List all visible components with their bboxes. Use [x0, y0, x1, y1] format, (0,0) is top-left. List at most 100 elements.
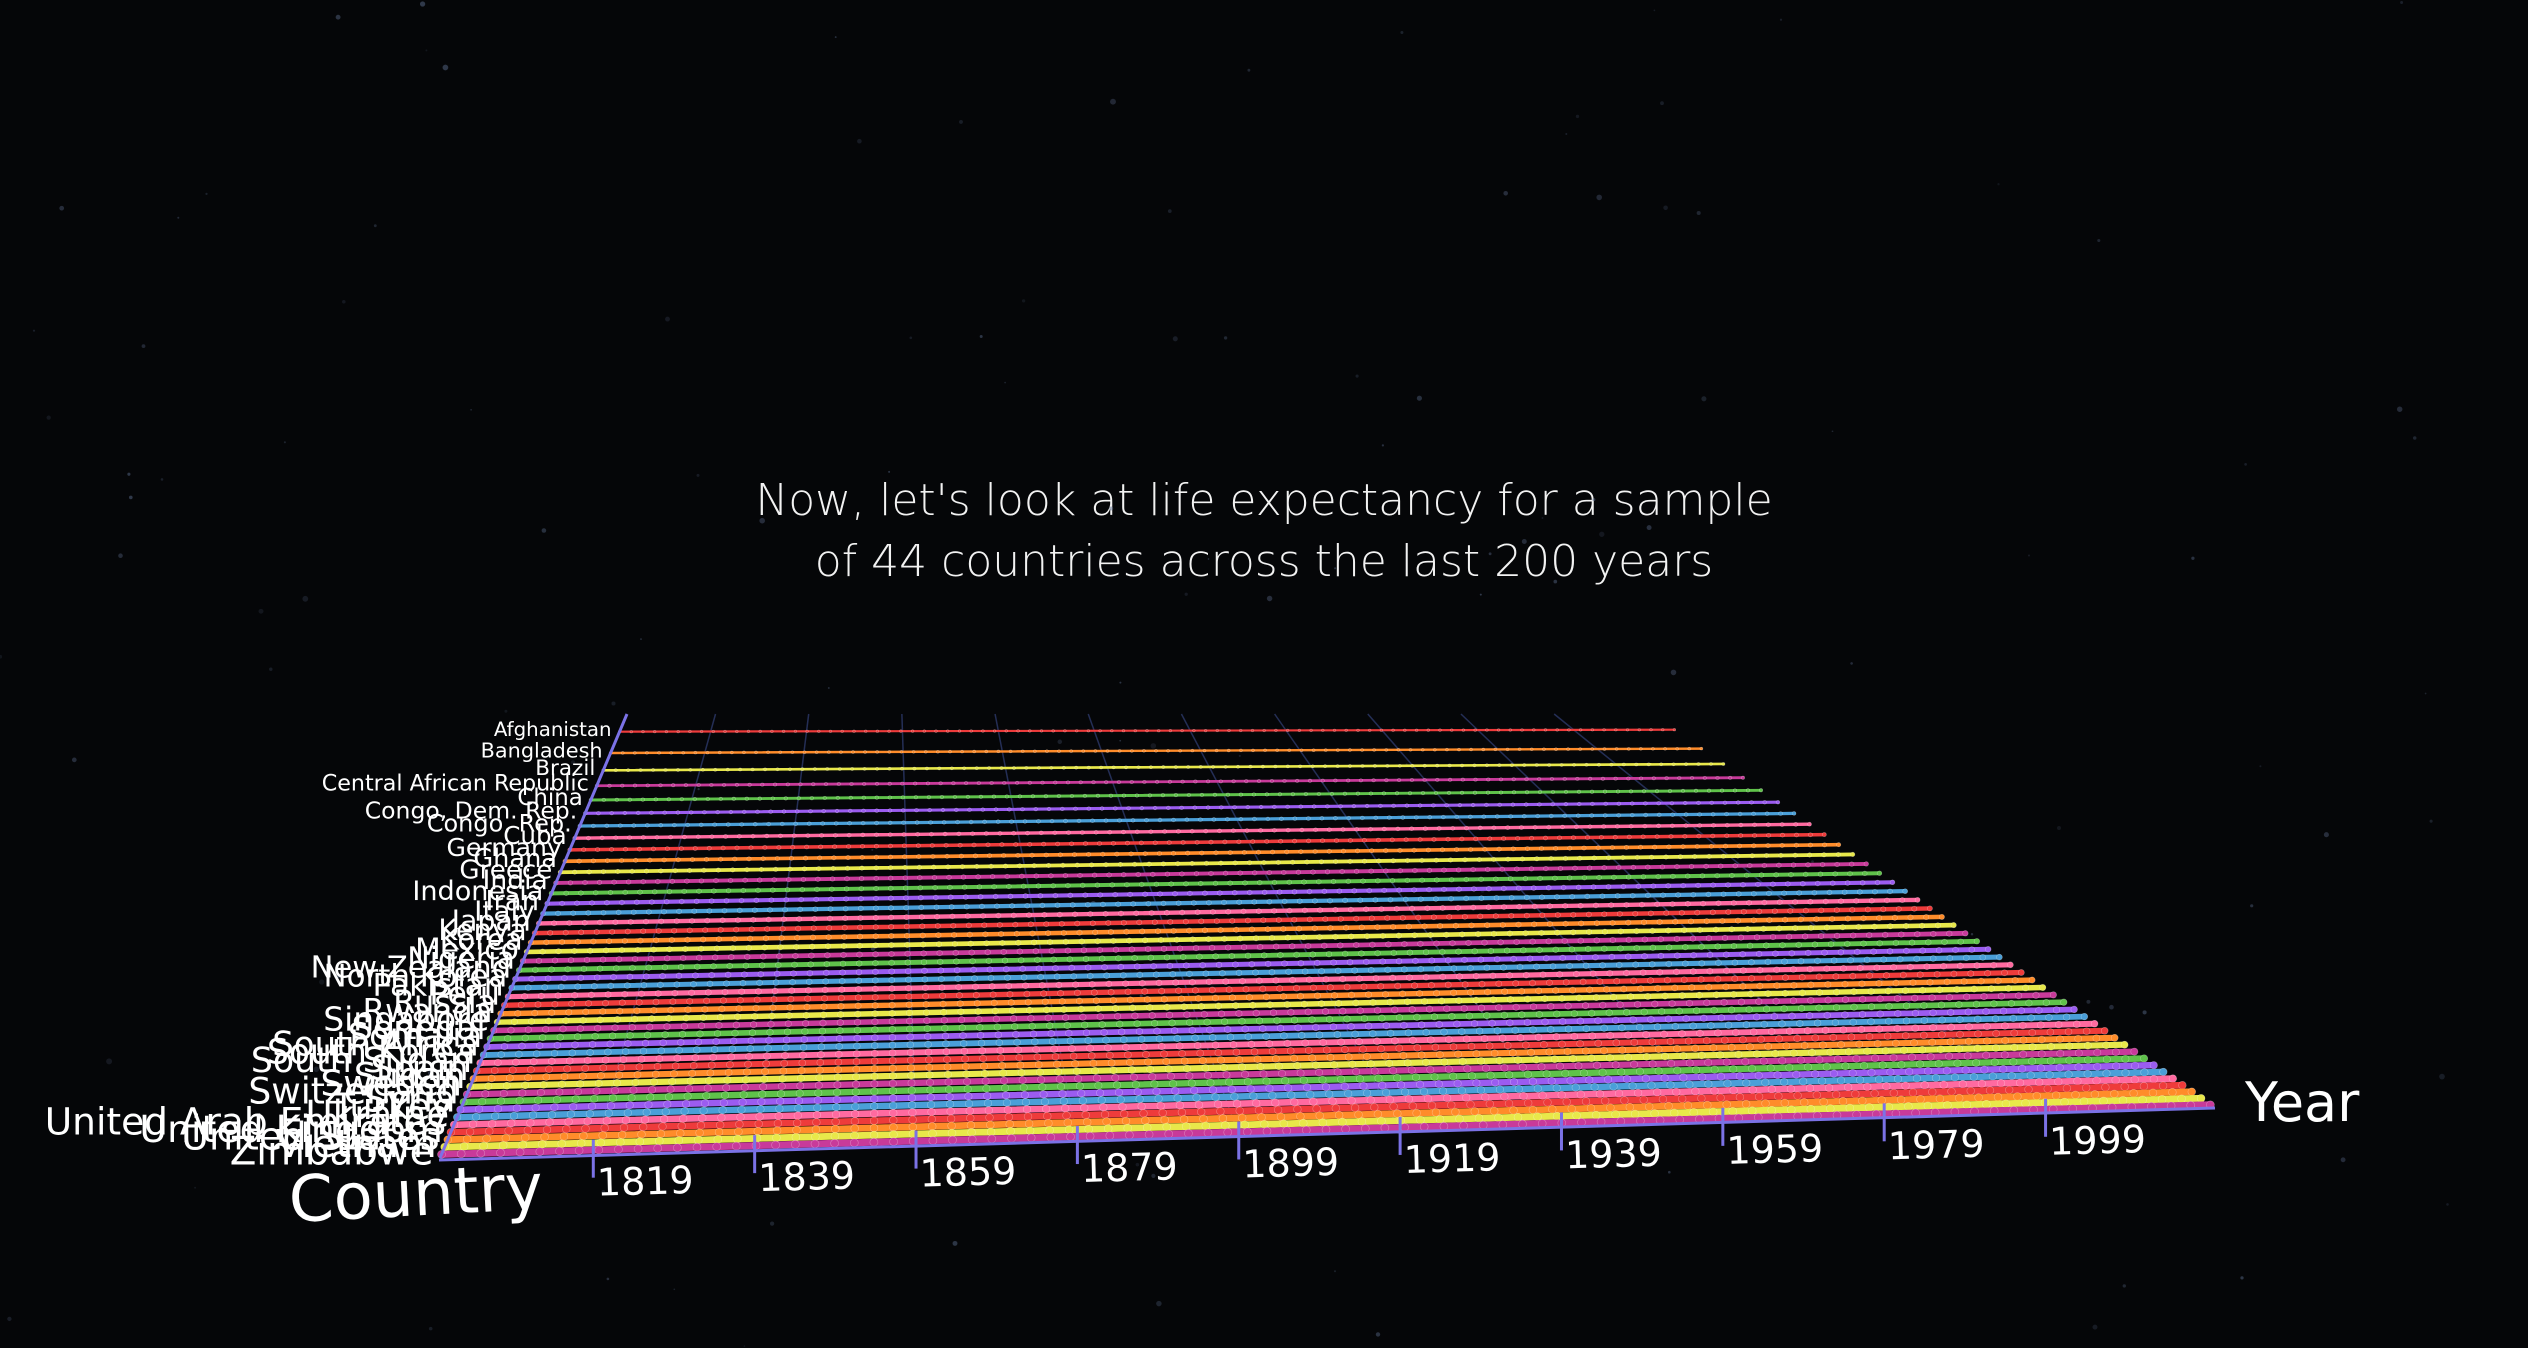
data-point	[1189, 828, 1195, 834]
data-point	[2032, 991, 2040, 999]
data-point	[1542, 747, 1546, 751]
data-point	[1739, 983, 1747, 990]
data-point	[1779, 942, 1786, 949]
data-point	[2093, 1062, 2102, 1071]
data-point	[1448, 857, 1454, 863]
data-point	[504, 1034, 512, 1042]
data-point	[1556, 971, 1563, 978]
data-point	[1290, 1098, 1299, 1107]
data-point	[1505, 856, 1511, 862]
data-point	[634, 946, 641, 953]
data-point	[872, 942, 879, 949]
data-point	[1780, 832, 1785, 838]
data-point	[578, 929, 585, 936]
data-point	[1168, 728, 1173, 733]
data-point	[568, 1049, 576, 1057]
data-point	[1133, 1020, 1141, 1028]
data-point	[637, 889, 643, 895]
data-point	[548, 1009, 556, 1017]
data-point	[1593, 902, 1599, 909]
data-point	[552, 1095, 561, 1104]
data-point	[715, 809, 720, 815]
data-point	[930, 854, 936, 859]
data-point	[1642, 1030, 1650, 1039]
data-point	[1911, 1024, 1919, 1032]
data-point	[1623, 902, 1630, 908]
data-point	[811, 915, 818, 922]
data-point	[2056, 1049, 2065, 1058]
data-point	[1928, 1087, 1937, 1097]
data-point	[2032, 1091, 2041, 1101]
data-point	[1059, 1097, 1068, 1106]
data-point	[1450, 965, 1458, 972]
data-point	[762, 845, 768, 850]
data-point	[671, 927, 678, 934]
data-point	[570, 910, 576, 916]
data-point	[668, 937, 675, 943]
data-point	[1450, 826, 1456, 831]
data-point	[747, 782, 752, 787]
data-point	[1262, 1077, 1271, 1086]
data-point	[1448, 777, 1453, 782]
data-point	[1673, 1066, 1682, 1075]
data-point	[1233, 926, 1240, 933]
star	[2400, 1, 2404, 4]
data-point	[1020, 883, 1027, 889]
data-point	[641, 835, 646, 840]
country-label: New Zealand	[311, 951, 511, 986]
data-point	[831, 1117, 840, 1126]
data-point	[888, 968, 895, 975]
data-point	[1438, 1087, 1448, 1096]
data-point	[1238, 816, 1244, 822]
data-point	[805, 729, 809, 733]
data-point	[1966, 1086, 1975, 1096]
data-point	[1098, 729, 1102, 733]
data-point	[1620, 883, 1627, 890]
data-point	[591, 982, 598, 990]
data-point	[1195, 995, 1202, 1002]
data-point	[1684, 900, 1691, 907]
data-point	[888, 1001, 896, 1009]
star	[1156, 1300, 1162, 1307]
data-point	[1889, 1053, 1898, 1062]
data-point	[1885, 1002, 1893, 1010]
data-point	[942, 1040, 950, 1048]
data-point	[1104, 1044, 1112, 1052]
data-point	[1543, 955, 1550, 962]
data-point	[1142, 937, 1149, 944]
data-point	[1649, 728, 1653, 732]
data-point	[666, 1085, 675, 1094]
data-point	[1235, 969, 1243, 977]
data-point	[984, 949, 991, 956]
data-point	[854, 1002, 862, 1010]
data-point	[1365, 1022, 1373, 1030]
data-point	[1164, 1065, 1173, 1073]
data-point	[653, 1144, 662, 1153]
data-point	[1609, 937, 1616, 944]
data-point	[1033, 873, 1039, 879]
data-point	[1562, 813, 1567, 819]
country-label: Japan	[450, 904, 531, 937]
data-point	[999, 842, 1005, 847]
data-point	[1659, 864, 1665, 870]
data-point	[1759, 1057, 1768, 1065]
data-point	[1590, 728, 1595, 732]
data-point	[2001, 1022, 2009, 1030]
data-point	[1571, 1083, 1580, 1092]
data-point	[850, 1124, 859, 1133]
star	[1811, 860, 1814, 863]
data-point	[852, 1080, 860, 1089]
data-point	[788, 855, 794, 861]
data-point	[1564, 1002, 1572, 1010]
data-point	[1457, 1086, 1466, 1095]
data-point	[1457, 747, 1461, 752]
star	[442, 64, 449, 71]
data-point	[1331, 992, 1338, 999]
data-point	[1001, 1091, 1010, 1100]
data-point	[1245, 804, 1250, 810]
data-point	[1473, 836, 1479, 842]
data-point	[1530, 1003, 1538, 1011]
data-point	[997, 831, 1003, 836]
data-point	[1103, 972, 1110, 979]
